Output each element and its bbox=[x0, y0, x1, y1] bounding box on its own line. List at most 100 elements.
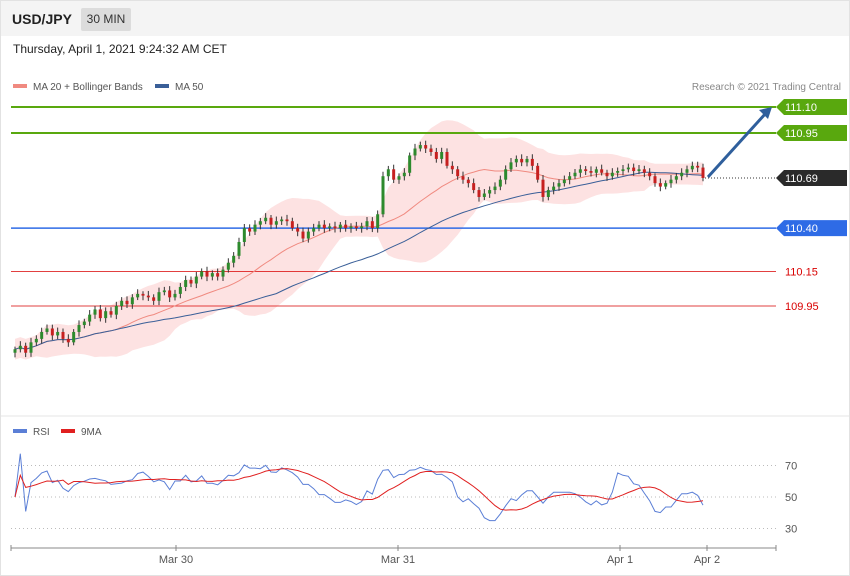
candle bbox=[536, 163, 540, 183]
candle bbox=[333, 221, 337, 233]
candle-body bbox=[674, 176, 678, 180]
candle bbox=[589, 166, 593, 177]
candle-body bbox=[322, 224, 326, 229]
candle-body bbox=[450, 165, 454, 170]
candle bbox=[498, 175, 502, 191]
candle bbox=[376, 210, 380, 233]
candle-body bbox=[82, 321, 86, 326]
candle bbox=[301, 227, 305, 243]
candle-body bbox=[242, 228, 246, 242]
level-text-109.95: 109.95 bbox=[785, 301, 819, 313]
key-levels bbox=[11, 106, 776, 307]
candle-body bbox=[552, 186, 556, 191]
candle bbox=[226, 258, 230, 273]
candle-body bbox=[93, 309, 97, 315]
candle bbox=[61, 328, 65, 343]
candle bbox=[162, 286, 166, 296]
candle-body bbox=[258, 221, 262, 225]
candle-body bbox=[605, 172, 609, 177]
candle bbox=[93, 306, 97, 319]
candle-body bbox=[434, 151, 438, 159]
candle bbox=[317, 221, 321, 232]
candle-body bbox=[205, 271, 209, 277]
candle bbox=[568, 172, 572, 185]
candle bbox=[306, 227, 310, 243]
candle bbox=[578, 164, 582, 178]
candle bbox=[274, 216, 278, 229]
candle-body bbox=[536, 165, 540, 180]
level-text-110.95: 110.95 bbox=[785, 128, 818, 140]
candle-body bbox=[210, 273, 214, 277]
candle-body bbox=[637, 169, 641, 172]
candle bbox=[408, 152, 412, 177]
candle-body bbox=[386, 169, 390, 177]
candle bbox=[637, 164, 641, 175]
candle-body bbox=[120, 300, 124, 306]
candle-body bbox=[493, 186, 497, 191]
candle bbox=[40, 327, 44, 344]
candle bbox=[392, 164, 396, 184]
candle bbox=[24, 342, 28, 358]
time-label-1: Mar 31 bbox=[381, 554, 415, 566]
candle bbox=[184, 275, 188, 292]
candle bbox=[493, 182, 497, 195]
candle-body bbox=[344, 224, 348, 229]
candle-body bbox=[354, 226, 358, 229]
rsi-legend-label: RSI bbox=[33, 427, 50, 438]
candle-body bbox=[269, 217, 273, 225]
candle-body bbox=[664, 183, 668, 187]
candle-body bbox=[594, 169, 598, 173]
candle bbox=[125, 296, 129, 309]
candle bbox=[674, 172, 678, 184]
candle-body bbox=[546, 190, 550, 197]
candle bbox=[605, 169, 609, 181]
candle-body bbox=[264, 217, 268, 222]
candle bbox=[402, 168, 406, 181]
candle-body bbox=[328, 226, 332, 229]
level-labels: 111.10 110.95 110.69 110.40 110.15 109.95 bbox=[776, 99, 847, 313]
ma20-legend-swatch bbox=[13, 84, 27, 88]
candle-body bbox=[616, 171, 620, 173]
ma50-legend-label: MA 50 bbox=[175, 82, 204, 93]
candle-body bbox=[141, 293, 145, 296]
candle-body bbox=[557, 183, 561, 187]
candle-body bbox=[173, 293, 177, 298]
candle bbox=[696, 161, 700, 173]
candle bbox=[109, 307, 113, 318]
candle bbox=[18, 341, 22, 353]
candle bbox=[253, 220, 257, 235]
candle bbox=[146, 290, 150, 301]
candle-body bbox=[568, 176, 572, 180]
candle bbox=[173, 289, 177, 301]
target-arrow bbox=[706, 107, 772, 178]
candle-body bbox=[541, 179, 545, 197]
candle bbox=[669, 175, 673, 188]
candle-body bbox=[136, 293, 140, 298]
ma20-legend-label: MA 20 + Bollinger Bands bbox=[33, 82, 143, 93]
rsi-tick-50: 50 bbox=[785, 492, 797, 504]
candle-body bbox=[200, 271, 204, 277]
candle bbox=[456, 166, 460, 180]
candle-body bbox=[152, 297, 156, 301]
candle-body bbox=[109, 311, 113, 315]
candle-body bbox=[130, 297, 134, 305]
target-arrow-head bbox=[759, 107, 772, 119]
candle bbox=[642, 165, 646, 178]
level-text-110.69: 110.69 bbox=[785, 173, 818, 185]
candle-body bbox=[226, 262, 230, 270]
candle bbox=[152, 294, 156, 305]
candle bbox=[557, 179, 561, 191]
candle bbox=[525, 155, 529, 167]
candle bbox=[386, 165, 390, 181]
candle-body bbox=[701, 167, 705, 178]
candle-body bbox=[690, 165, 694, 170]
candle bbox=[552, 182, 556, 195]
candle bbox=[685, 165, 689, 178]
candle-body bbox=[50, 328, 54, 336]
candle bbox=[72, 329, 76, 346]
level-tag-110.69 bbox=[776, 169, 847, 186]
timeframe-button[interactable]: 30 MIN bbox=[81, 8, 131, 31]
candle bbox=[664, 180, 668, 190]
candle-body bbox=[456, 169, 460, 177]
candle-body bbox=[18, 345, 22, 350]
